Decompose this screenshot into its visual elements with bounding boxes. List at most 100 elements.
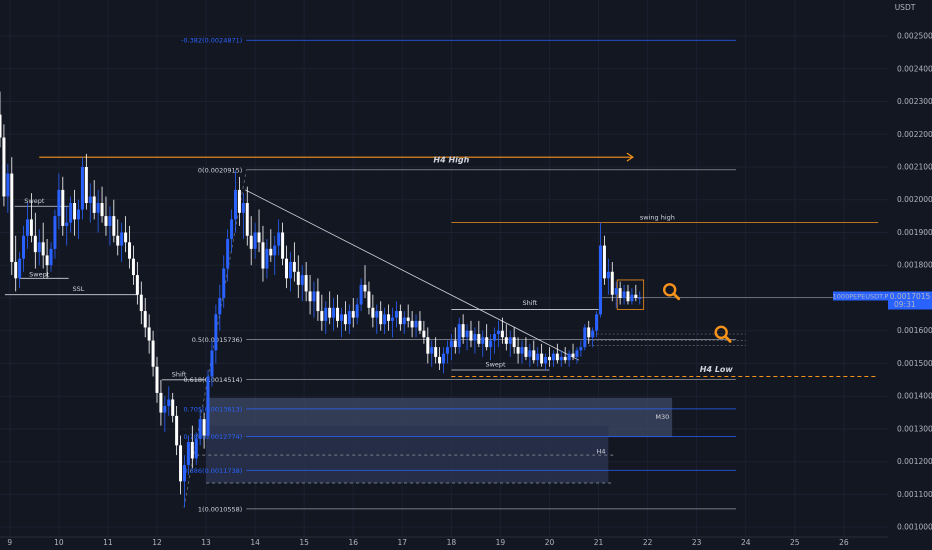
h4-zone[interactable] (206, 425, 609, 483)
candle-body (426, 337, 430, 354)
candle-bull (383, 307, 387, 334)
candle-body (485, 337, 489, 348)
x-tick-label: 26 (839, 538, 849, 547)
candle-bear (202, 412, 206, 449)
drawings[interactable] (4, 152, 888, 508)
candle-bear (512, 327, 516, 354)
candle-bull (544, 353, 548, 371)
magnifier-handle (723, 334, 732, 343)
candle-bull (355, 297, 359, 325)
fib-label: 0.786(0.0012774) (183, 433, 242, 441)
candle-body (469, 330, 473, 341)
candle-body (112, 216, 116, 236)
candle-body (461, 324, 465, 338)
candle-bear (602, 235, 606, 285)
candle-bear (41, 222, 45, 269)
candle-bear (363, 265, 367, 298)
x-tick-label: 10 (54, 538, 64, 547)
candle-bear (587, 320, 591, 344)
candle-body (116, 235, 120, 246)
x-tick-label: 17 (398, 538, 408, 547)
candle-body (151, 340, 155, 367)
candle-bull (312, 281, 316, 318)
candle-bull (324, 301, 328, 334)
candle-body (285, 258, 289, 279)
magnifier-icon[interactable] (714, 325, 732, 343)
candle-body (453, 340, 457, 348)
candle-bull (606, 258, 610, 295)
candle-bull (402, 311, 406, 334)
candle-body (190, 442, 194, 459)
target-box[interactable] (616, 279, 645, 310)
candle-bull (591, 327, 595, 348)
annotations: H4 High H4 Low swing high Shift Shift Swept Sw… (24, 156, 733, 456)
candle-bull (206, 370, 210, 439)
candle-body (261, 242, 265, 269)
candle-body (332, 307, 336, 318)
candle-body (614, 288, 618, 295)
candle-bear (73, 189, 77, 236)
candle-bear (485, 324, 489, 351)
candle-bull (508, 330, 512, 357)
candle-bull (241, 193, 245, 240)
candle-bear (438, 347, 442, 371)
last-price-label: 0.0017015 (890, 292, 931, 301)
candle-bull (579, 340, 583, 357)
candle-bear (328, 291, 332, 325)
candle-bull (163, 396, 167, 433)
candle-body (422, 330, 426, 338)
candle-body (457, 324, 461, 348)
candle-bull (25, 203, 29, 249)
candle-bear (351, 297, 355, 328)
candle-bull (273, 235, 277, 276)
magnifier-handle (672, 292, 681, 301)
candle-body (626, 291, 630, 302)
candle-body (108, 216, 112, 226)
candle-bear (398, 304, 402, 331)
candle-bear (171, 392, 175, 423)
candle-bull (339, 307, 343, 338)
candle-bear (634, 284, 638, 302)
candle-bear (92, 180, 96, 220)
candle-bear (116, 219, 120, 256)
candle-bull (614, 281, 618, 308)
x-tick-label: 15 (299, 538, 309, 547)
candle-body (25, 219, 29, 236)
candle-body (18, 258, 22, 279)
last-price-tag[interactable] (888, 291, 932, 310)
candle-bull (214, 304, 218, 364)
candle-bull (551, 350, 555, 367)
candle-bull (69, 196, 73, 233)
candle-body (618, 288, 622, 298)
candle-bear (131, 245, 135, 285)
candle-bear (269, 229, 273, 262)
trendline[interactable] (245, 189, 580, 361)
symbol-tag[interactable] (833, 291, 888, 301)
candle-bull (481, 330, 485, 357)
x-axis[interactable]: 9 10 11 12 13 14 15 16 17 18 19 20 21 22 23 24 25 26 (0, 536, 932, 550)
candle-body (481, 337, 485, 344)
candle-bull (22, 225, 26, 272)
candle-body (379, 311, 383, 325)
candle-bear (249, 216, 253, 266)
candle-bull (186, 435, 190, 475)
candle-body (551, 353, 555, 361)
magnifier-icon[interactable] (662, 283, 681, 301)
candle-bull (445, 340, 449, 364)
candle-bear (426, 327, 430, 364)
candle-body (512, 337, 516, 348)
candle-body (147, 327, 151, 341)
candle-bull (222, 255, 226, 308)
candle-body (328, 307, 332, 318)
candle-body (418, 320, 422, 331)
candle-bear (371, 294, 375, 328)
candle-body (390, 317, 394, 321)
candle-bear (14, 235, 18, 292)
